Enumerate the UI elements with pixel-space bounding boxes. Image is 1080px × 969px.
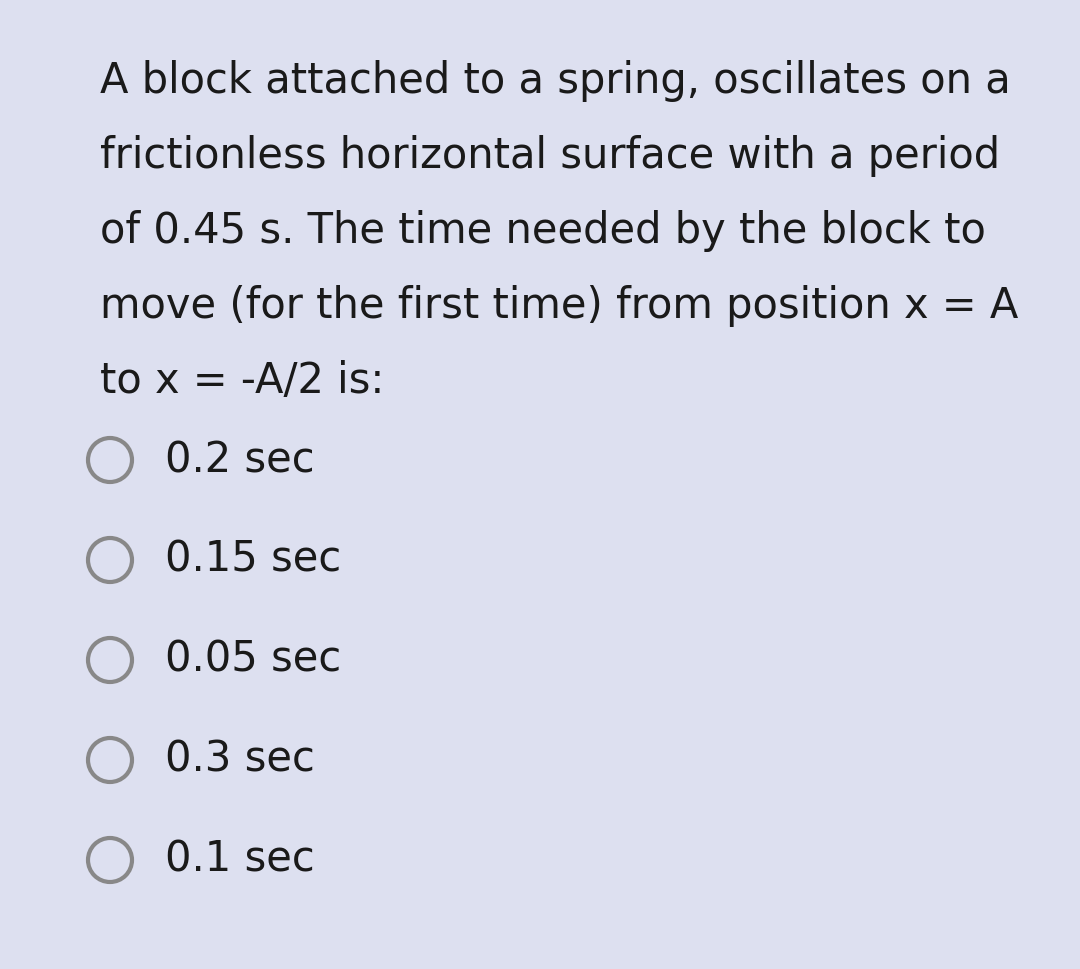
Text: 0.3 sec: 0.3 sec [165,739,315,781]
Text: of 0.45 s. The time needed by the block to: of 0.45 s. The time needed by the block … [100,210,986,252]
Text: frictionless horizontal surface with a period: frictionless horizontal surface with a p… [100,135,1000,177]
Text: 0.1 sec: 0.1 sec [165,839,314,881]
Text: 0.05 sec: 0.05 sec [165,639,341,681]
Text: 0.15 sec: 0.15 sec [165,539,341,581]
Text: 0.2 sec: 0.2 sec [165,439,314,481]
Text: to x = -A/2 is:: to x = -A/2 is: [100,360,384,402]
Text: A block attached to a spring, oscillates on a: A block attached to a spring, oscillates… [100,60,1011,102]
Text: move (for the first time) from position x = A: move (for the first time) from position … [100,285,1018,327]
